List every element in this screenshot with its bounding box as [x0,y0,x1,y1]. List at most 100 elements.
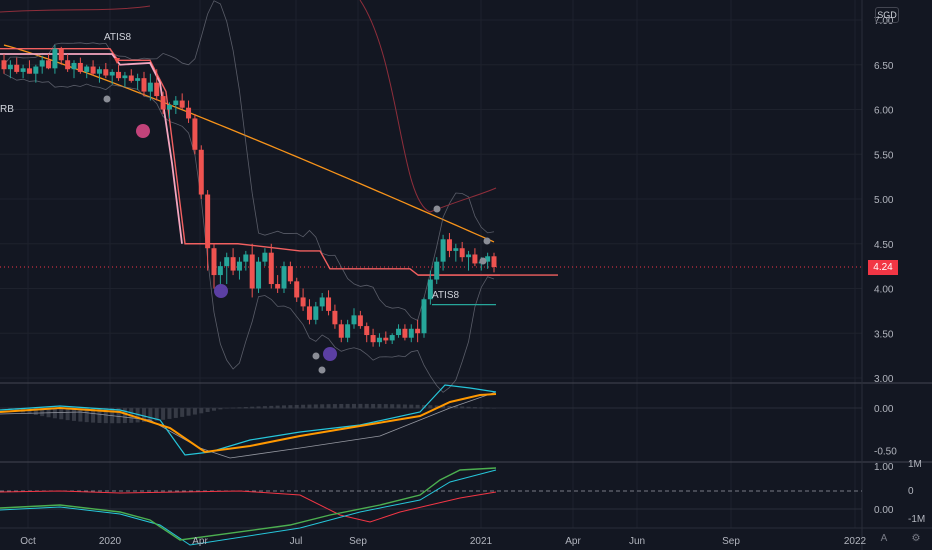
candle-body [205,194,211,249]
osc-tick-label: 0.00 [874,505,894,516]
macd-hist-bar [148,408,153,422]
candle-body [77,62,83,72]
candle-body [446,239,452,251]
macd-hist-bar [352,403,356,409]
osc-red-line [0,490,497,523]
macd-hist-bar [441,405,446,409]
signal-marker [323,347,337,361]
candle-body [287,266,293,282]
macd-hist-bar [332,404,337,409]
candle-body [319,297,325,307]
macd-hist-bar [428,405,433,409]
macd-hist-bar [402,404,407,409]
macd-hist-bar [40,408,45,417]
candle-body [224,257,230,267]
macd-hist-bar [97,408,102,423]
ribbon-line [0,53,183,244]
signal-marker [318,366,326,374]
signal-marker [479,257,487,265]
macd-hist-bar [84,408,89,423]
candle-body [275,284,281,289]
macd-hist-bar [250,406,255,409]
macd-hist-bar [91,408,96,423]
currency-badge[interactable]: SGD [875,7,899,23]
candle-body [173,100,179,106]
candle-body [364,326,370,336]
time-tick-label: Apr [565,536,581,547]
macd-slow-line [0,393,497,454]
candle-body [103,69,109,76]
candle-body [249,254,255,289]
macd-hist-bar [52,408,57,419]
candle-body [128,75,134,81]
macd-hist-bar [243,406,248,409]
candle-body [84,66,90,72]
macd-hist-bar [294,404,299,409]
candle-body [147,82,153,92]
candle-body [26,68,32,74]
candle-body [90,66,96,74]
macd-hist-bar [231,407,236,409]
osc-teal-line [0,469,497,546]
macd-hist-bar [14,408,19,412]
candle-body [427,279,433,300]
macd-hist-bar [142,408,146,422]
candle-body [135,78,141,81]
settings-button[interactable]: ⚙ [911,533,921,544]
macd-hist-bar [173,408,178,418]
candle-body [466,254,472,258]
macd-hist-bar [377,404,382,409]
candle-body [141,78,147,92]
macd-hist-bar [135,408,140,423]
candle-body [71,62,77,70]
candle-body [459,248,465,258]
candle-body [211,248,217,276]
markers [103,58,491,374]
macd-hist-bar [422,405,426,409]
macd-hist-bar [288,405,293,409]
candle-body [268,252,274,285]
macd-hist-bar [192,408,197,415]
auto-scale-button[interactable]: A [880,533,888,544]
candle-body [376,337,382,343]
time-tick-label: Sep [722,536,740,547]
candle-body [7,64,13,70]
macd-hist-bar [409,404,414,409]
macd-hist-bar [472,407,477,409]
macd-hist-bar [59,408,64,420]
price-tick-label: 3.00 [874,374,894,385]
macd-hist-bar [485,407,490,409]
osc-pane [0,467,862,546]
candle-body [1,60,7,70]
candle-body [160,96,166,110]
candle-body [300,297,306,307]
time-tick-label: Oct [20,536,36,547]
price-tick-label: 6.00 [874,106,894,117]
candle-body [20,68,26,72]
candle-body [345,324,351,338]
macd-hist-bar [78,408,83,422]
candle-body [383,337,389,341]
macd-hist-bar [415,404,420,409]
bollinger-lower [3,73,495,393]
candle-body [14,64,20,72]
signal-marker [483,237,491,245]
candles[interactable] [1,45,497,347]
left-edge-label: RB [0,104,14,115]
price-tick-label: 7.00 [874,16,894,27]
time-tick-label: 2020 [99,536,122,547]
macd-hist-bar [122,408,127,424]
moving-average-line [3,44,495,243]
candle-body [116,71,122,79]
macd-hist-bar [116,408,121,424]
macd-fast-line [0,384,497,456]
macd-hist-bar [339,403,344,409]
macd-hist-bar [320,404,325,409]
macd-hist-bar [154,408,159,421]
outer-envelope-upper [0,0,497,213]
macd-hist-bar [218,408,223,410]
candle-body [230,257,236,271]
time-tick-label: 2022 [844,536,867,547]
